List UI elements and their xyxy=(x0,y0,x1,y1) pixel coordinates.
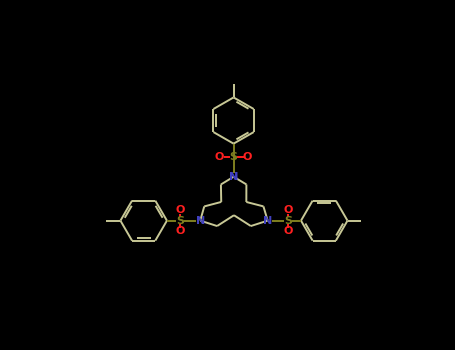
Text: S: S xyxy=(176,216,184,226)
Text: O: O xyxy=(283,226,293,236)
Text: N: N xyxy=(229,172,238,182)
Text: N: N xyxy=(229,172,238,182)
Text: S: S xyxy=(230,152,238,162)
Text: N: N xyxy=(196,216,205,226)
Text: O: O xyxy=(176,205,185,215)
Text: O: O xyxy=(215,152,224,162)
Text: O: O xyxy=(283,205,293,215)
Text: N: N xyxy=(263,216,272,226)
Text: O: O xyxy=(243,152,252,162)
Text: S: S xyxy=(284,216,292,226)
Text: O: O xyxy=(176,226,185,236)
